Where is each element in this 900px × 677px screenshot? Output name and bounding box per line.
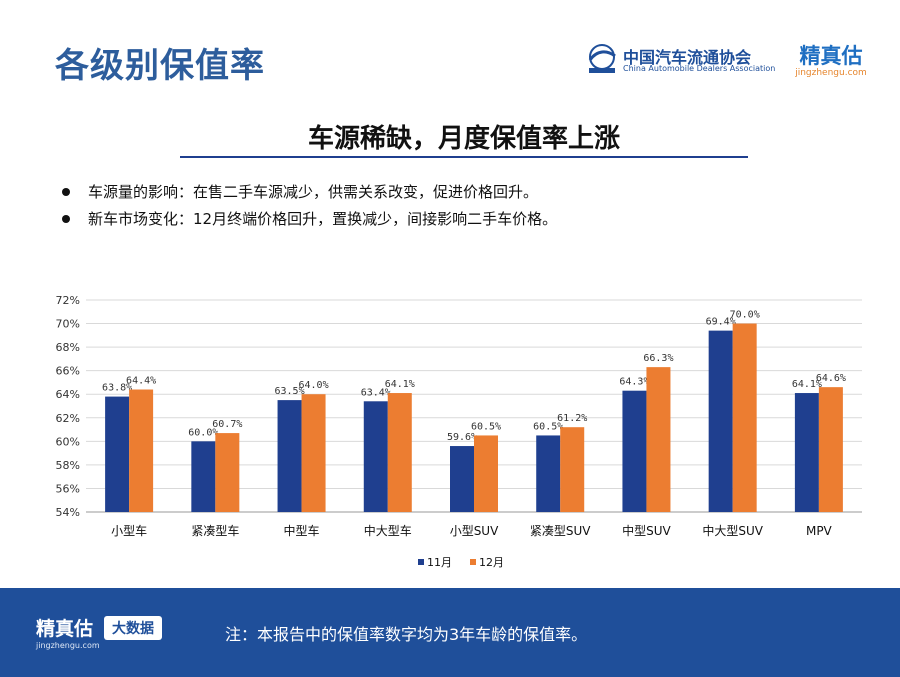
- bullet-item: 车源量的影响：在售二手车源减少，供需关系改变，促进价格回升。: [62, 178, 557, 205]
- bullet-item: 新车市场变化：12月终端价格回升，置换减少，间接影响二手车价格。: [62, 205, 557, 232]
- cada-emblem-icon: [588, 44, 616, 73]
- x-tick-label: 紧凑型车: [191, 523, 239, 538]
- bar: [105, 396, 130, 512]
- data-label: 70.0%: [730, 310, 760, 321]
- bar: [622, 390, 647, 512]
- data-label: 63.8%: [102, 383, 132, 394]
- bar: [794, 393, 819, 512]
- data-label: 64.1%: [792, 379, 822, 390]
- x-tick-label: 中型车: [284, 523, 320, 538]
- subtitle-divider: [180, 156, 748, 158]
- data-label: 64.4%: [126, 376, 156, 387]
- y-tick-label: 60%: [56, 435, 80, 448]
- bar: [474, 435, 498, 512]
- bar: [732, 323, 757, 512]
- footer-bar: 精真估 jingzhengu.com 大数据 注：本报告中的保值率数字均为3年车…: [0, 588, 900, 677]
- bullet-dot-icon: [62, 187, 70, 196]
- bar: [536, 435, 561, 512]
- bar: [387, 393, 412, 512]
- cada-name-en: China Automobile Dealers Association: [623, 64, 776, 73]
- bar: [277, 400, 302, 512]
- page-title: 各级别保值率: [55, 46, 265, 86]
- data-label: 60.5%: [533, 421, 563, 432]
- footer-brand-name: 精真估: [36, 618, 94, 640]
- footer-brand: 精真估 jingzhengu.com: [36, 614, 100, 650]
- bar: [818, 387, 843, 512]
- bar: [191, 441, 216, 512]
- x-tick-label: 中大型SUV: [702, 523, 763, 538]
- data-label: 64.1%: [385, 379, 415, 390]
- bar: [363, 401, 388, 512]
- data-label: 59.6%: [447, 432, 477, 443]
- x-tick-label: 小型SUV: [450, 524, 499, 538]
- data-label: 69.4%: [706, 317, 736, 328]
- data-label: 64.0%: [299, 380, 329, 391]
- data-label: 66.3%: [643, 353, 673, 364]
- y-tick-label: 64%: [56, 388, 80, 401]
- jingzhengu-logo: 精真估 jingzhengu.com: [786, 40, 876, 78]
- bullet-text: 车源量的影响：在售二手车源减少，供需关系改变，促进价格回升。: [88, 183, 539, 201]
- data-label: 64.6%: [816, 373, 846, 384]
- chart-subtitle: 车源稀缺，月度保值率上涨: [307, 124, 620, 154]
- y-tick-label: 68%: [56, 341, 80, 354]
- data-label: 60.7%: [212, 419, 242, 430]
- legend-label: 11月: [427, 556, 452, 569]
- x-tick-label: 小型车: [111, 523, 147, 538]
- footer-brand-url: jingzhengu.com: [36, 641, 100, 650]
- legend-swatch: [470, 559, 476, 565]
- bullet-text: 新车市场变化：12月终端价格回升，置换减少，间接影响二手车价格。: [88, 210, 558, 228]
- legend-label: 12月: [479, 556, 504, 569]
- x-tick-label: 紧凑型SUV: [530, 524, 591, 538]
- bullet-dot-icon: [62, 214, 70, 223]
- y-tick-label: 58%: [56, 459, 80, 472]
- legend-swatch: [418, 559, 424, 565]
- bullet-list: 车源量的影响：在售二手车源减少，供需关系改变，促进价格回升。 新车市场变化：12…: [62, 178, 557, 232]
- bar: [215, 433, 240, 512]
- data-label: 63.5%: [275, 386, 305, 397]
- data-label: 60.0%: [188, 427, 218, 438]
- data-label: 61.2%: [557, 413, 587, 424]
- y-tick-label: 70%: [56, 318, 80, 331]
- y-tick-label: 72%: [56, 294, 80, 307]
- bar: [708, 330, 733, 512]
- bar: [301, 394, 326, 512]
- data-label: 63.4%: [361, 387, 391, 398]
- bar: [450, 446, 474, 512]
- cada-logo: 中国汽车流通协会 China Automobile Dealers Associ…: [585, 42, 775, 78]
- jingzhengu-url: jingzhengu.com: [795, 68, 867, 78]
- footer-note: 注：本报告中的保值率数字均为3年车龄的保值率。: [225, 625, 588, 644]
- data-label: 60.5%: [471, 421, 501, 432]
- y-tick-label: 66%: [56, 365, 80, 378]
- footer-badge: 大数据: [104, 616, 162, 640]
- bar: [129, 389, 154, 512]
- data-label: 64.3%: [619, 377, 649, 388]
- retention-rate-chart: 54% 56% 58% 60% 62% 64% 66% 68% 70% 72% 63.8%64.4%…: [56, 294, 862, 569]
- y-tick-label: 56%: [56, 482, 80, 495]
- bar: [560, 427, 585, 512]
- y-tick-label: 54%: [56, 506, 80, 519]
- bar: [646, 367, 671, 512]
- cada-name-cn: 中国汽车流通协会: [623, 48, 752, 67]
- jingzhengu-name: 精真估: [799, 44, 863, 68]
- x-tick-label: 中大型车: [364, 523, 412, 538]
- x-tick-label: 中型SUV: [622, 523, 671, 538]
- y-tick-label: 62%: [56, 412, 80, 425]
- x-tick-label: MPV: [806, 524, 833, 538]
